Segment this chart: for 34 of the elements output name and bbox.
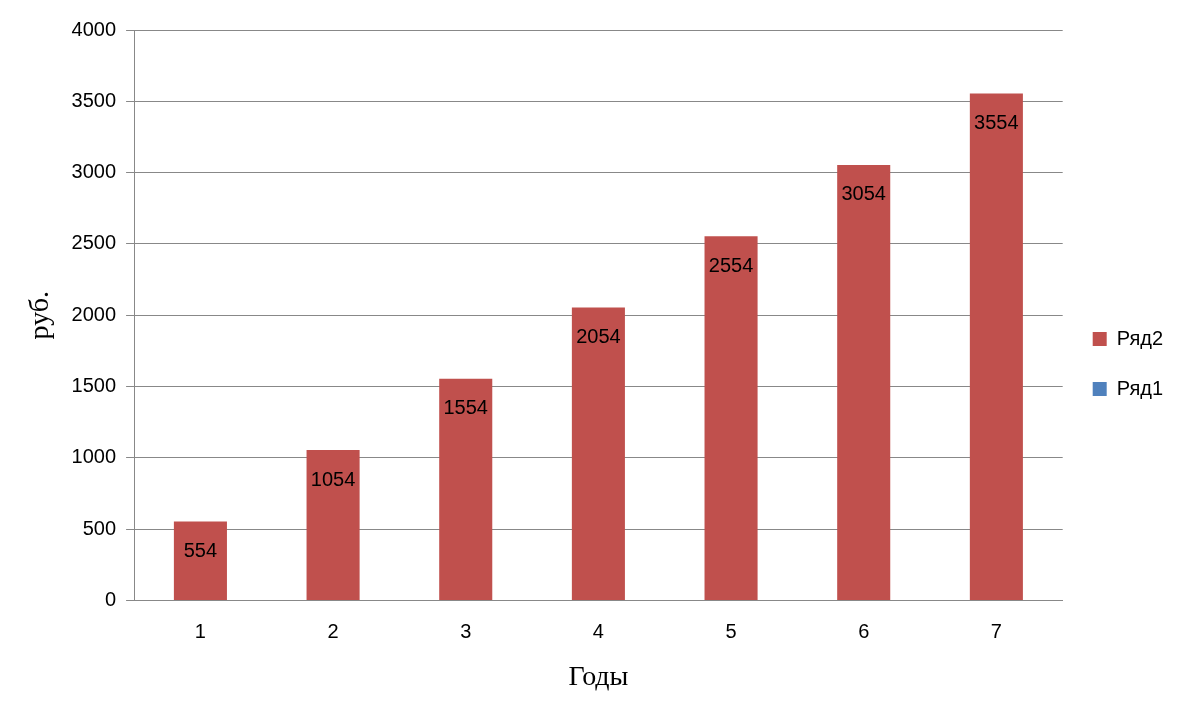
x-tick-label: 6 <box>858 619 870 642</box>
y-tick-label: 4000 <box>71 17 117 40</box>
y-tick-label: 0 <box>104 587 117 610</box>
data-label: 3054 <box>841 182 886 205</box>
x-tick-label: 7 <box>990 619 1002 642</box>
y-tick-label: 500 <box>82 516 117 539</box>
y-tick-label: 2500 <box>71 231 117 254</box>
legend-label: Ряд1 <box>1116 376 1164 399</box>
bar <box>439 378 493 600</box>
legend-label: Ряд2 <box>1116 326 1164 349</box>
y-axis-title: руб. <box>23 290 55 340</box>
data-label: 3554 <box>974 111 1019 134</box>
data-label: 1554 <box>443 396 488 419</box>
bar <box>306 450 360 600</box>
x-tick-label: 3 <box>460 619 472 642</box>
y-tick-label: 1000 <box>71 445 117 468</box>
y-tick-label: 3500 <box>71 88 117 111</box>
data-label: 1054 <box>310 467 356 490</box>
bar <box>571 307 625 600</box>
bar <box>969 93 1023 600</box>
y-tick-label: 2000 <box>71 302 117 325</box>
bar <box>837 164 891 600</box>
bar <box>704 236 758 600</box>
x-tick-label: 1 <box>194 619 206 642</box>
data-label: 554 <box>183 538 218 561</box>
x-tick-label: 4 <box>592 619 604 642</box>
y-tick-label: 3000 <box>71 160 117 183</box>
x-tick-label: 2 <box>327 619 339 642</box>
data-label: 2054 <box>576 325 621 348</box>
x-axis-title: Годы <box>568 659 629 691</box>
x-tick-label: 5 <box>725 619 737 642</box>
data-label: 2554 <box>708 253 754 276</box>
y-tick-label: 1500 <box>71 374 117 397</box>
bar <box>173 521 227 600</box>
